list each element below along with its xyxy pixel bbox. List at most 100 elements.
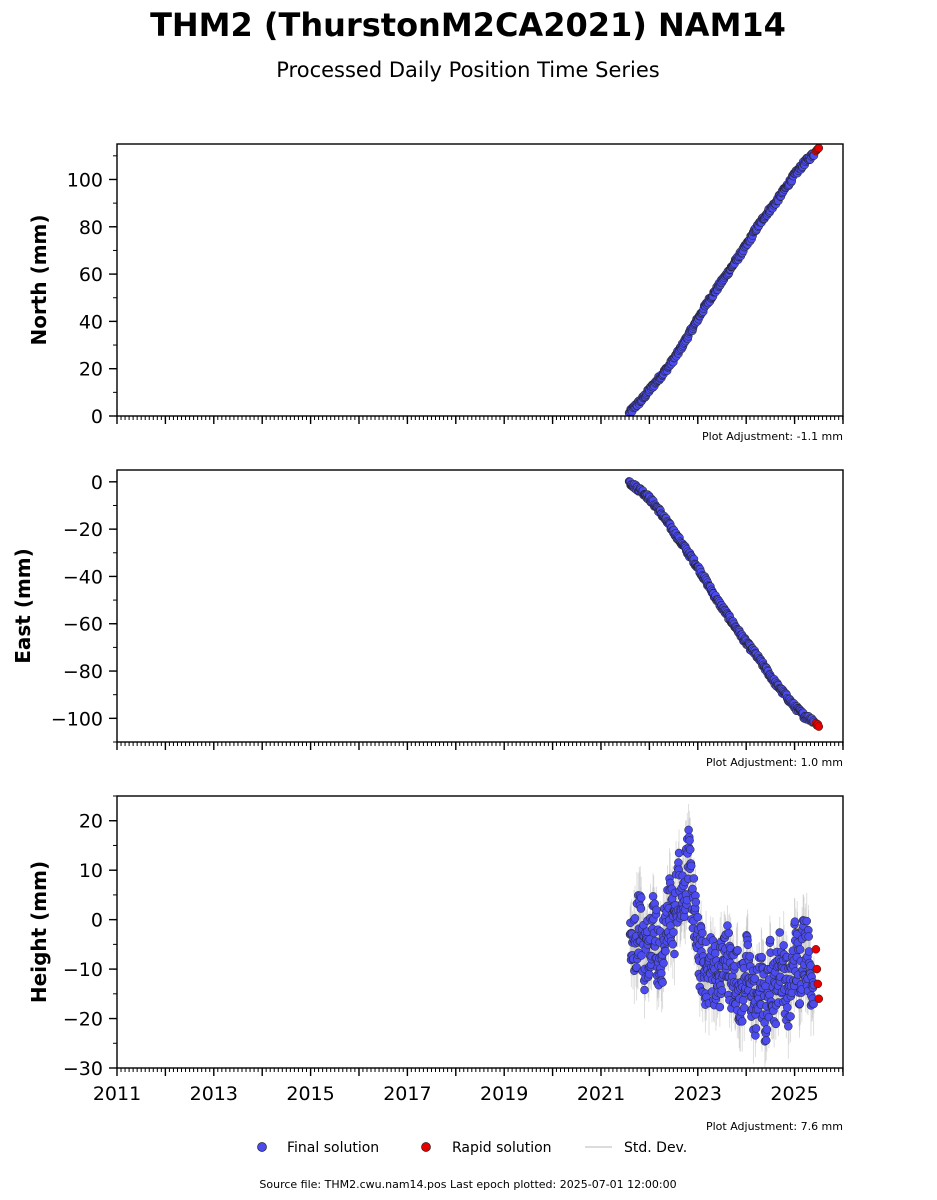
final-point — [693, 912, 703, 922]
legend: Final solution Rapid solution Std. Dev. — [257, 1140, 687, 1156]
final-point — [795, 999, 805, 1008]
final-point — [784, 1022, 793, 1031]
plot-area — [624, 477, 824, 731]
panel-north: 0 20 40 60 80 100 North (mm) Plot Adjustment: -… — [27, 143, 844, 443]
y-tick-label: 100 — [67, 169, 103, 191]
final-point — [751, 1024, 761, 1033]
y-tick-label: −60 — [63, 614, 103, 636]
rapid-point — [814, 994, 824, 1004]
panel-east: −100 −80 −60 −40 −20 0 East (mm) Plot Adjustmen… — [11, 469, 844, 769]
final-point — [762, 1025, 772, 1034]
final-point — [743, 940, 753, 950]
axes-frame — [116, 143, 844, 417]
final-point — [686, 861, 696, 871]
rapid-point — [812, 964, 822, 974]
legend-final-marker — [257, 1142, 267, 1152]
x-tick-label: 2019 — [480, 1083, 528, 1105]
final-point — [717, 986, 727, 995]
final-point — [802, 916, 811, 926]
final-point — [659, 958, 668, 968]
final-point — [657, 969, 666, 978]
final-point — [630, 914, 640, 923]
final-point — [680, 912, 689, 922]
y-tick-label: 0 — [91, 910, 103, 932]
final-point — [632, 963, 641, 972]
y-tick-label: −10 — [63, 959, 103, 981]
panel-height: 2011 2013 2015 2017 2019 2021 2023 2025 −30 −20 −1… — [27, 795, 844, 1133]
final-point — [640, 985, 649, 995]
final-point — [750, 974, 759, 983]
final-point — [723, 921, 732, 930]
figure-title: THM2 (ThurstonM2CA2021) NAM14 — [150, 6, 786, 44]
y-tick-label: −80 — [63, 661, 103, 683]
final-point — [685, 836, 694, 845]
final-point — [637, 951, 646, 960]
plot-adjustment-note: Plot Adjustment: 1.0 mm — [706, 756, 843, 769]
final-point — [790, 917, 800, 926]
final-point — [691, 897, 701, 907]
y-tick-label: 10 — [79, 860, 103, 882]
y-tick-label: −20 — [63, 519, 103, 541]
final-point — [745, 952, 755, 961]
final-point — [648, 892, 658, 901]
final-point — [670, 949, 679, 959]
x-tick-label: 2015 — [286, 1083, 334, 1105]
y-tick-label: 20 — [79, 359, 103, 381]
final-point — [652, 905, 661, 915]
final-point — [786, 1012, 795, 1021]
y-axis-label: Height (mm) — [27, 861, 51, 1003]
y-tick-label: 0 — [91, 472, 103, 494]
final-point — [779, 941, 788, 950]
legend-stddev-label: Std. Dev. — [624, 1140, 687, 1156]
y-tick-label: −100 — [51, 708, 103, 730]
x-tick-label: 2025 — [770, 1083, 818, 1105]
final-point — [636, 904, 646, 913]
final-point — [809, 999, 818, 1009]
final-point — [795, 945, 805, 954]
final-point — [775, 928, 784, 937]
legend-rapid-marker — [421, 1142, 431, 1152]
final-point — [674, 858, 683, 867]
x-tick-label: 2013 — [190, 1083, 238, 1105]
legend-final-label: Final solution — [287, 1140, 379, 1156]
y-tick-label: 60 — [79, 264, 103, 286]
rapid-point — [814, 144, 824, 153]
final-point — [733, 945, 742, 955]
x-tick-label: 2021 — [577, 1083, 625, 1105]
y-axis-label: East (mm) — [11, 548, 35, 664]
plot-adjustment-note: Plot Adjustment: -1.1 mm — [702, 430, 843, 443]
final-point — [751, 1031, 760, 1040]
y-tick-label: −30 — [63, 1058, 103, 1080]
final-point — [804, 932, 813, 941]
x-tick-label: 2011 — [93, 1083, 141, 1105]
final-point — [636, 893, 646, 902]
final-point — [661, 946, 670, 956]
y-tick-label: 80 — [79, 217, 103, 239]
final-point — [669, 928, 678, 937]
final-point — [715, 1002, 725, 1012]
final-point — [644, 969, 654, 979]
legend-rapid-label: Rapid solution — [452, 1140, 552, 1156]
x-tick-label: 2023 — [674, 1083, 722, 1105]
final-point — [685, 845, 695, 854]
final-point — [771, 1019, 781, 1029]
final-point — [765, 935, 775, 945]
final-point — [738, 996, 748, 1005]
final-point — [762, 1036, 771, 1045]
rapid-point — [814, 722, 824, 731]
y-axis-label: North (mm) — [27, 214, 51, 345]
y-tick-label: 40 — [79, 311, 103, 333]
final-point — [689, 874, 699, 883]
rapid-point — [811, 945, 821, 954]
plot-area — [625, 804, 824, 1068]
x-tick-label: 2017 — [383, 1083, 431, 1105]
plot-adjustment-note: Plot Adjustment: 7.6 mm — [706, 1120, 843, 1133]
axes-frame — [116, 795, 844, 1069]
final-point — [668, 940, 678, 949]
final-point — [739, 1003, 749, 1013]
final-point — [658, 978, 667, 987]
y-tick-label: 20 — [79, 811, 103, 833]
figure-subtitle: Processed Daily Position Time Series — [276, 58, 660, 82]
